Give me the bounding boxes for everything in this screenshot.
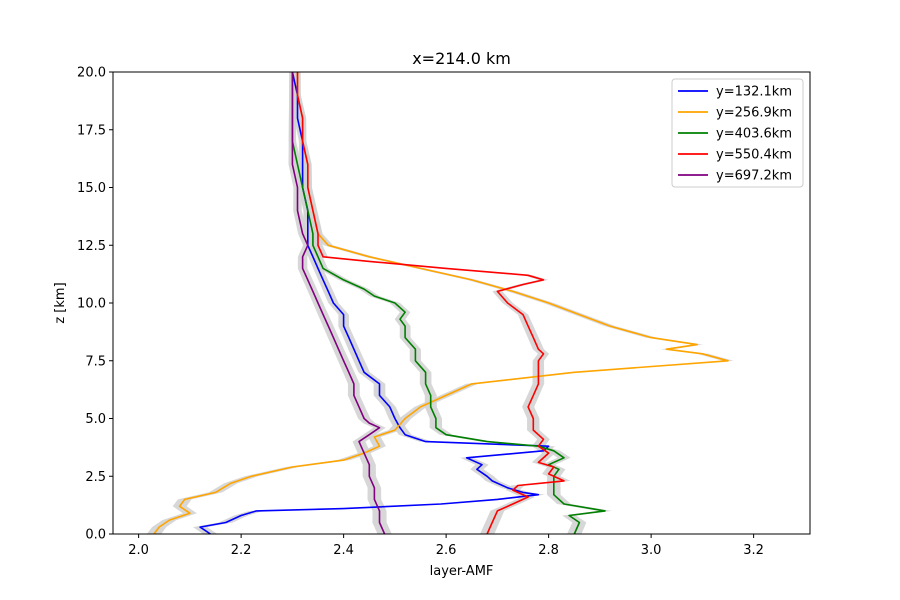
- x-tick-label: 3.0: [641, 543, 662, 558]
- x-tick-label: 2.4: [333, 543, 354, 558]
- legend-label-0: y=132.1km: [716, 85, 792, 100]
- y-tick-label: 17.5: [77, 123, 106, 138]
- y-tick-label: 2.5: [85, 470, 106, 485]
- uncertainty-bands: [146, 72, 734, 534]
- legend-box: [671, 78, 804, 188]
- legend-label-2: y=403.6km: [716, 127, 792, 142]
- y-tick-label: 20.0: [77, 66, 106, 81]
- line-series-3: [296, 72, 565, 535]
- legend-label-4: y=697.2km: [716, 169, 792, 184]
- x-axis: 2.0 2.2 2.4 2.6 2.8 3.0 3.2: [128, 534, 764, 558]
- y-tick-label: 5.0: [85, 412, 106, 427]
- x-tick-label: 2.8: [538, 543, 559, 558]
- x-axis-label: layer-AMF: [430, 564, 494, 579]
- y-tick-label: 0.0: [85, 528, 106, 543]
- chart-title: x=214.0 km: [412, 49, 511, 68]
- x-tick-label: 3.2: [743, 543, 764, 558]
- legend-label-1: y=256.9km: [716, 106, 792, 121]
- line-series-4: [291, 72, 386, 535]
- band-series-4: [288, 72, 392, 534]
- x-tick-label: 2.6: [436, 543, 457, 558]
- x-tick-label: 2.0: [128, 543, 149, 558]
- y-tick-label: 10.0: [77, 297, 106, 312]
- y-tick-label: 15.0: [77, 181, 106, 196]
- series-lines: [153, 71, 729, 535]
- y-tick-label: 7.5: [85, 354, 106, 369]
- x-tick-label: 2.2: [231, 543, 252, 558]
- y-tick-label: 12.5: [77, 239, 106, 254]
- y-axis-label: z [km]: [53, 282, 68, 323]
- legend: y=132.1km y=256.9km y=403.6km y=550.4km y=69…: [671, 78, 804, 188]
- y-axis: 0.0 2.5 5.0 7.5 10.0 12.5 15.0 17.5 20.0: [77, 66, 113, 543]
- line-series-0: [199, 71, 550, 535]
- legend-label-3: y=550.4km: [716, 148, 792, 163]
- line-series-2: [291, 72, 606, 535]
